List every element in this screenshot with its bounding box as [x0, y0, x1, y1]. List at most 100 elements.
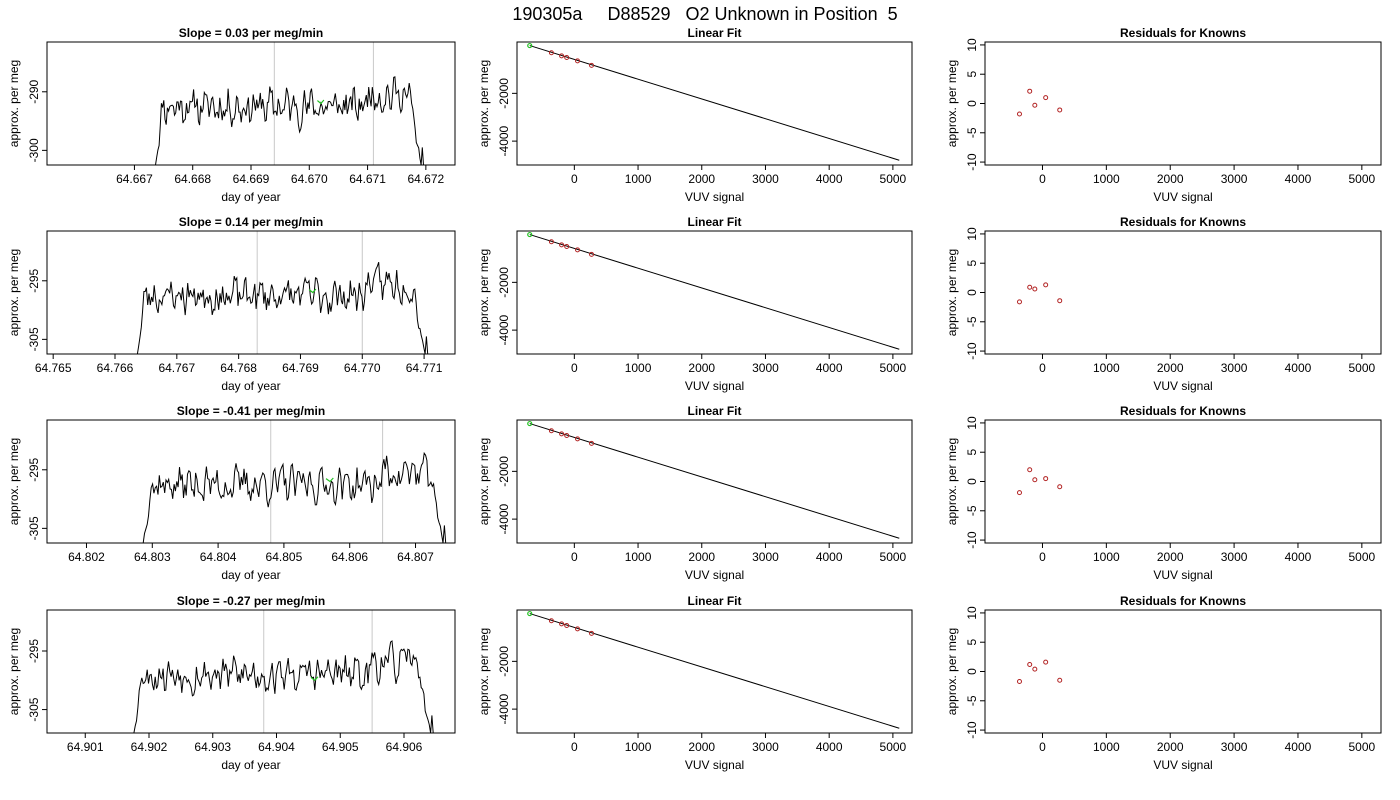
x-tick-label: 4000 — [816, 740, 843, 754]
x-tick-label: 0 — [571, 740, 578, 754]
fit-line — [529, 423, 900, 539]
y-tick-label: -290 — [27, 79, 41, 103]
y-axis-label: approx. per meg — [477, 628, 491, 715]
x-axis-label: VUV signal — [1153, 758, 1212, 772]
known-point — [564, 244, 570, 250]
known-point — [575, 58, 581, 64]
y-tick-label: 0 — [965, 478, 979, 485]
x-tick-label: 64.670 — [291, 172, 328, 186]
x-tick-label: 64.770 — [344, 361, 381, 375]
y-axis-label: approx. per meg — [477, 60, 491, 147]
panel-title: Slope = 0.03 per meg/min — [179, 26, 323, 40]
figure-title: 190305a D88529 O2 Unknown in Position 5 — [512, 4, 897, 24]
panel-title: Residuals for Knowns — [1120, 26, 1246, 40]
x-tick-label: 4000 — [816, 361, 843, 375]
known-point — [589, 440, 595, 446]
unknown-point — [527, 231, 533, 238]
x-tick-label: 64.905 — [322, 740, 359, 754]
panel-time-2: Slope = -0.41 per meg/min 64.802 64.803 64.… — [7, 404, 456, 582]
panel-time-1: Slope = 0.14 per meg/min 64.765 64.766 64.7… — [7, 215, 456, 393]
x-tick-label: 4000 — [1285, 550, 1312, 564]
y-tick-label: -10 — [965, 342, 979, 360]
known-point — [589, 630, 595, 636]
x-tick-label: 2000 — [1157, 361, 1184, 375]
residual-point — [1016, 678, 1022, 684]
y-tick-label: -2000 — [497, 646, 511, 677]
x-axis-label: VUV signal — [685, 379, 744, 393]
x-tick-label: 3000 — [752, 172, 779, 186]
y-tick-label: -305 — [27, 327, 41, 351]
panel-time-3: Slope = -0.27 per meg/min 64.901 64.902 64.… — [7, 594, 456, 772]
residual-point — [1057, 677, 1063, 683]
x-tick-label: 64.805 — [266, 550, 303, 564]
x-tick-label: 2000 — [1157, 740, 1184, 754]
plot-frame — [46, 609, 456, 734]
known-point — [548, 239, 554, 245]
residual-point — [1027, 284, 1033, 290]
panel-title: Residuals for Knowns — [1120, 404, 1246, 418]
residual-point — [1043, 282, 1049, 288]
x-tick-label: 64.806 — [331, 550, 368, 564]
x-axis-label: VUV signal — [1153, 190, 1212, 204]
y-tick-label: 10 — [965, 416, 979, 430]
x-axis-label: day of year — [221, 190, 280, 204]
signal-trace — [135, 262, 429, 354]
x-tick-label: 64.906 — [386, 740, 423, 754]
y-tick-label: 10 — [965, 38, 979, 52]
x-tick-label: 3000 — [1221, 740, 1248, 754]
residual-point — [1027, 88, 1033, 94]
x-tick-label: 0 — [1039, 740, 1046, 754]
y-tick-label: 10 — [965, 227, 979, 241]
x-tick-label: 4000 — [1285, 361, 1312, 375]
x-tick-label: 2000 — [688, 740, 715, 754]
panel-residuals-0: Residuals for Knowns 0 1000 2000 3000 4000 500… — [945, 26, 1382, 204]
residual-point — [1027, 661, 1033, 667]
residual-point — [1032, 102, 1038, 108]
x-tick-label: 5000 — [1348, 172, 1375, 186]
x-tick-label: 2000 — [688, 172, 715, 186]
x-tick-label: 1000 — [1093, 172, 1120, 186]
panel-title: Linear Fit — [687, 215, 741, 229]
x-axis-label: VUV signal — [685, 758, 744, 772]
panel-title: Linear Fit — [687, 404, 741, 418]
plot-area — [1016, 282, 1063, 305]
y-axis-label: approx. per meg — [7, 628, 21, 715]
known-point — [575, 247, 581, 253]
y-tick-label: -4000 — [497, 693, 511, 724]
residual-point — [1016, 111, 1022, 117]
y-tick-label: -5 — [965, 127, 979, 138]
panel-time-0: Slope = 0.03 per meg/min 64.667 64.668 64.6… — [7, 26, 456, 204]
y-tick-label: -295 — [27, 268, 41, 292]
unknown-point — [527, 610, 533, 617]
plot-area — [527, 231, 900, 350]
plot-area — [1016, 467, 1063, 496]
plot-frame — [516, 609, 913, 734]
y-axis-label: approx. per meg — [945, 628, 959, 715]
unknown-segment — [310, 676, 319, 682]
plot-area — [1016, 88, 1063, 117]
plot-frame — [984, 41, 1382, 166]
y-tick-label: -5 — [965, 505, 979, 516]
x-tick-label: 64.768 — [220, 361, 257, 375]
residual-point — [1057, 107, 1063, 113]
x-tick-label: 5000 — [880, 740, 907, 754]
known-point — [564, 55, 570, 61]
y-tick-label: 5 — [965, 639, 979, 646]
x-tick-label: 3000 — [752, 550, 779, 564]
plot-area — [1016, 659, 1063, 684]
y-axis-label: approx. per meg — [945, 438, 959, 525]
y-axis-label: approx. per meg — [7, 438, 21, 525]
x-tick-label: 2000 — [688, 361, 715, 375]
y-tick-label: -305 — [27, 516, 41, 540]
y-axis-label: approx. per meg — [7, 60, 21, 147]
plot-area — [527, 610, 900, 729]
plot-area — [527, 420, 900, 539]
panel-title: Residuals for Knowns — [1120, 594, 1246, 608]
signal-trace — [131, 640, 434, 733]
signal-trace — [153, 76, 425, 165]
x-tick-label: 0 — [1039, 361, 1046, 375]
residual-point — [1043, 659, 1049, 665]
x-tick-label: 64.902 — [131, 740, 168, 754]
x-axis-label: day of year — [221, 758, 280, 772]
